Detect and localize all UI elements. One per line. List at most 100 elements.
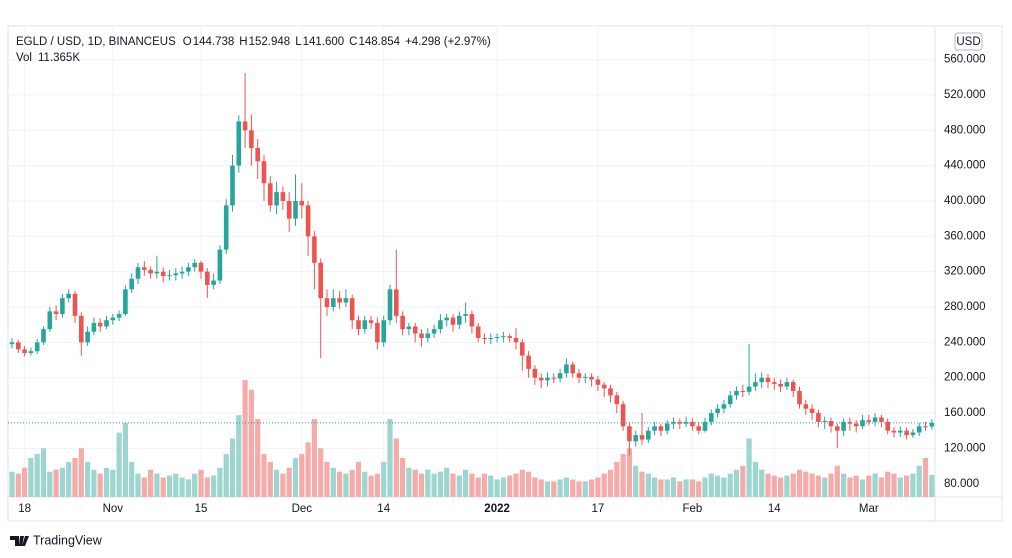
candle-body [53, 311, 59, 315]
candle-body [249, 130, 254, 148]
volume-bar [418, 473, 425, 497]
y-tick-label: 240.000 [944, 336, 986, 348]
volume-bar [683, 479, 689, 497]
volume-bar [815, 475, 821, 497]
candle-body [28, 351, 34, 353]
candle-body [620, 404, 626, 427]
volume-bar [841, 473, 847, 497]
candle-body [261, 161, 267, 184]
volume-bar [66, 461, 72, 497]
volume-bar [362, 471, 368, 497]
candle-body [929, 422, 935, 427]
volume-bar [129, 461, 135, 497]
volume-bar [557, 479, 563, 497]
volume-bar [853, 475, 859, 497]
volume-bar [765, 473, 771, 497]
candle-body [671, 421, 676, 424]
volume-bar [173, 473, 179, 497]
ohlc-label: C [349, 36, 357, 48]
change-value: +4.298 (+2.97%) [405, 36, 491, 48]
candle-body [268, 183, 273, 206]
candle-body [734, 390, 739, 396]
candle-body [721, 404, 727, 409]
candle-body [425, 333, 431, 338]
candle-body [381, 320, 386, 343]
volume-bar [891, 473, 897, 497]
candle-body [305, 205, 311, 237]
candle-body [223, 205, 229, 250]
volume-bar [337, 471, 343, 497]
candle-body [66, 293, 71, 299]
volume-bar [752, 461, 758, 497]
candle-body [910, 432, 916, 436]
candle-body [230, 165, 235, 206]
x-tick-label: 15 [195, 503, 208, 515]
volume-bar [78, 448, 84, 497]
y-tick-label: 440.000 [944, 160, 986, 172]
candle-body [324, 298, 330, 308]
candle-body [532, 368, 538, 378]
volume-bar [148, 469, 154, 497]
candle-body [765, 377, 771, 383]
symbol-title: EGLD / USD, 1D, BINANCEUS [16, 36, 176, 48]
volume-bar [834, 465, 840, 497]
volume-bar [733, 469, 740, 497]
volume-bar [897, 477, 903, 497]
volume-bar [248, 389, 254, 497]
volume-bar [381, 461, 387, 497]
volume-bar [551, 481, 557, 497]
candle-body [835, 426, 840, 431]
candle-body [904, 430, 909, 436]
volume-bar [9, 471, 15, 497]
volume-bar [85, 461, 91, 497]
volume-bar [715, 475, 721, 497]
logo-icon [10, 536, 29, 546]
volume-bar [374, 473, 380, 497]
x-tick-label: Dec [292, 503, 313, 515]
volume-bar [481, 473, 488, 497]
candle-body [520, 342, 525, 356]
candle-body [394, 289, 399, 316]
y-tick-label: 400.000 [944, 195, 986, 207]
candle-body [236, 121, 242, 166]
currency-badge[interactable] [954, 32, 983, 51]
candle-body [538, 377, 544, 381]
volume-bar [255, 419, 261, 497]
candle-body [419, 333, 424, 338]
ohlc-value: 152.948 [249, 36, 291, 48]
volume-bar [689, 479, 695, 497]
candle-body [217, 249, 223, 281]
candle-body [280, 192, 286, 201]
y-tick-label: 200.000 [944, 372, 986, 384]
volume-bar [538, 479, 544, 497]
ohlc-label: O [183, 36, 192, 48]
volume-bar [494, 479, 500, 497]
volume-bar [796, 469, 803, 497]
volume-bar [563, 477, 569, 497]
volume-bar [387, 419, 393, 497]
volume-bar [872, 473, 878, 497]
volume-bar [904, 475, 910, 497]
volume-bar [614, 461, 620, 497]
candle-body [412, 326, 418, 334]
candle-body [753, 382, 758, 387]
candle-body [576, 373, 582, 378]
volume-bar [513, 473, 519, 497]
candle-body [784, 382, 790, 387]
ohlc-value: 148.854 [358, 36, 400, 48]
tradingview-logo[interactable]: TradingView [10, 533, 103, 547]
y-tick-label: 360.000 [944, 230, 986, 242]
volume-bar [192, 473, 198, 497]
candle-body [299, 200, 305, 206]
candle-body [639, 435, 645, 440]
volume-bar [324, 461, 330, 497]
candle-body [727, 395, 733, 405]
candle-body [438, 320, 443, 330]
candle-body [715, 408, 720, 414]
volume-bar [330, 467, 336, 497]
candle-body [16, 342, 21, 350]
candle-body [891, 430, 897, 433]
y-tick-label: 120.000 [944, 442, 986, 454]
volume-bar [425, 469, 431, 497]
volume-bar [122, 422, 128, 497]
